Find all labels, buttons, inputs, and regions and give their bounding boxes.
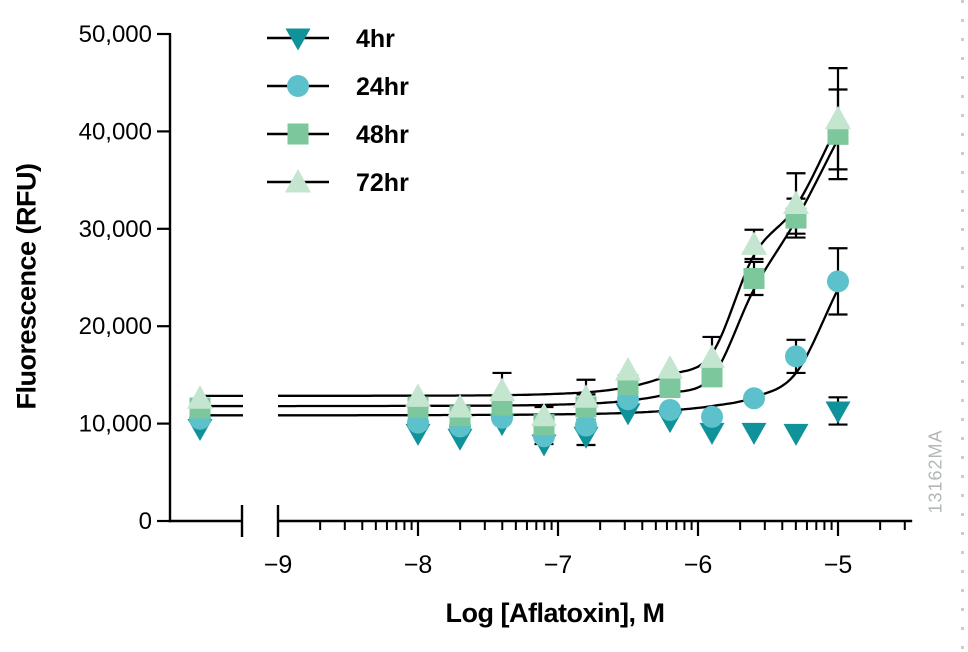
- legend-item-48hr: 48hr: [267, 121, 409, 149]
- series-72hr-markers: [187, 105, 851, 427]
- data-point-4hr: [825, 401, 851, 424]
- y-tick-label: 40,000: [79, 118, 152, 145]
- legend-label-4hr: 4hr: [356, 25, 395, 53]
- x-tick-label: −7: [544, 551, 573, 579]
- x-tick-label: −6: [684, 551, 713, 579]
- data-point-72hr: [825, 105, 851, 130]
- y-tick-label: 30,000: [79, 216, 152, 243]
- legend-item-72hr: 72hr: [267, 169, 409, 197]
- data-point-24hr: [659, 398, 681, 421]
- data-point-72hr-control: [187, 385, 213, 409]
- y-tick-label: 50,000: [79, 21, 152, 48]
- data-point-48hr: [701, 366, 723, 388]
- axes: 0 10,000 20,000 30,000 40,000 50,000 −9 −8 −7 −6 −…: [79, 21, 913, 579]
- legend-marker-24hr: [287, 75, 309, 97]
- data-point-72hr: [405, 383, 431, 407]
- data-point-4hr: [615, 403, 641, 426]
- legend: 4hr 24hr 48hr 72hr: [267, 25, 409, 197]
- data-point-4hr: [741, 422, 767, 445]
- series-4hr-markers: [187, 401, 851, 457]
- legend-label-72hr: 72hr: [356, 169, 409, 197]
- data-point-72hr: [531, 402, 557, 427]
- fit-curve-72hr: [278, 124, 840, 397]
- data-point-24hr: [575, 414, 597, 437]
- watermark-code: 13162MA: [925, 429, 946, 514]
- legend-marker-4hr: [285, 28, 311, 51]
- y-tick-label: 20,000: [79, 313, 152, 340]
- legend-item-24hr: 24hr: [267, 73, 409, 101]
- data-point-72hr: [489, 377, 515, 401]
- x-axis-title: Log [Aflatoxin], M: [445, 598, 665, 628]
- data-point-4hr: [783, 423, 809, 446]
- data-point-24hr: [701, 405, 723, 428]
- data-point-24hr: [785, 345, 807, 368]
- data-point-48hr: [743, 267, 765, 289]
- data-point-4hr: [699, 422, 725, 445]
- legend-marker-48hr: [287, 123, 309, 145]
- y-tick-label: 0: [139, 508, 152, 535]
- y-tick-label: 10,000: [79, 411, 152, 438]
- data-point-72hr: [783, 190, 809, 214]
- y-axis-title: Fluorescence (RFU): [11, 163, 42, 410]
- x-tick-label: −5: [824, 551, 853, 579]
- data-point-72hr: [615, 357, 641, 381]
- legend-label-24hr: 24hr: [356, 73, 409, 101]
- data-point-48hr: [659, 377, 681, 399]
- legend-marker-72hr: [285, 169, 311, 193]
- data-point-72hr: [699, 344, 725, 368]
- data-point-24hr: [827, 270, 849, 293]
- data-point-72hr: [573, 384, 599, 408]
- x-tick-label: −8: [404, 551, 433, 579]
- legend-label-48hr: 48hr: [356, 121, 409, 149]
- fit-curve-48hr: [278, 138, 840, 408]
- data-point-72hr: [741, 231, 767, 255]
- data-point-72hr: [657, 355, 683, 379]
- dotted-cut-line: [961, 0, 964, 652]
- data-point-24hr: [743, 387, 765, 410]
- data-point-72hr: [447, 394, 473, 418]
- fit-curves: [198, 124, 840, 417]
- x-tick-label: −9: [264, 551, 293, 579]
- legend-item-4hr: 4hr: [267, 25, 395, 53]
